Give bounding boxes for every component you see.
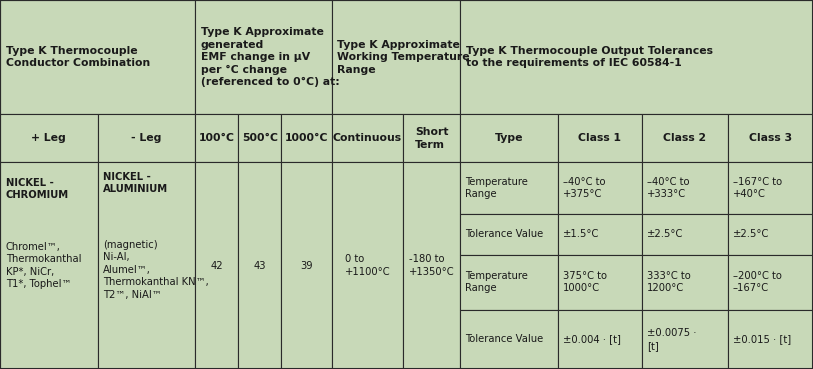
Bar	[558, 162, 642, 214]
Bar	[642, 214, 728, 255]
Text: NICKEL -
CHROMIUM: NICKEL - CHROMIUM	[6, 178, 69, 200]
Text: + Leg: + Leg	[32, 133, 66, 144]
Text: ±2.5°C: ±2.5°C	[647, 229, 684, 239]
Text: 0 to
+1100°C: 0 to +1100°C	[345, 255, 390, 277]
Bar	[728, 162, 813, 214]
Text: Tolerance Value: Tolerance Value	[465, 229, 543, 239]
Text: Type K Approximate
generated
EMF change in μV
per °C change
(referenced to 0°C) : Type K Approximate generated EMF change …	[201, 27, 340, 87]
Text: Class 2: Class 2	[663, 133, 706, 144]
Text: ±0.015 · [t]: ±0.015 · [t]	[733, 334, 790, 345]
Bar	[0, 162, 98, 369]
Bar	[403, 114, 460, 162]
Bar	[238, 162, 281, 369]
Bar	[558, 214, 642, 255]
Bar	[0, 0, 195, 114]
Text: Temperature
Range: Temperature Range	[465, 177, 528, 199]
Text: -180 to
+1350°C: -180 to +1350°C	[409, 255, 454, 277]
Bar	[558, 255, 642, 310]
Text: Tolerance Value: Tolerance Value	[465, 334, 543, 345]
Bar	[0, 114, 98, 162]
Text: ±0.004 · [t]: ±0.004 · [t]	[563, 334, 620, 345]
Text: 1000°C: 1000°C	[285, 133, 328, 144]
Text: Class 3: Class 3	[749, 133, 792, 144]
Text: NICKEL -
ALUMINIUM: NICKEL - ALUMINIUM	[103, 172, 168, 194]
Text: (magnetic)
Ni-Al,
Alumel™,
Thermokanthal KN™,
T2™, NiAl™: (magnetic) Ni-Al, Alumel™, Thermokanthal…	[103, 240, 209, 300]
Bar	[642, 255, 728, 310]
Bar	[195, 0, 332, 114]
Text: Chromel™,
Thermokanthal
KP*, NiCr,
T1*, Tophel™: Chromel™, Thermokanthal KP*, NiCr, T1*, …	[6, 242, 81, 289]
Text: 42: 42	[211, 261, 223, 271]
Text: Type: Type	[494, 133, 524, 144]
Bar	[642, 162, 728, 214]
Text: 500°C: 500°C	[241, 133, 278, 144]
Bar	[238, 114, 281, 162]
Text: ±1.5°C: ±1.5°C	[563, 229, 599, 239]
Text: Class 1: Class 1	[579, 133, 621, 144]
Bar	[460, 255, 558, 310]
Text: Type K Thermocouple Output Tolerances
to the requirements of IEC 60584-1: Type K Thermocouple Output Tolerances to…	[466, 46, 713, 68]
Bar	[558, 114, 642, 162]
Text: - Leg: - Leg	[131, 133, 162, 144]
Text: 39: 39	[300, 261, 313, 271]
Bar	[332, 0, 460, 114]
Text: Temperature
Range: Temperature Range	[465, 271, 528, 293]
Bar	[281, 114, 332, 162]
Bar	[728, 255, 813, 310]
Bar	[403, 162, 460, 369]
Text: Type K Thermocouple
Conductor Combination: Type K Thermocouple Conductor Combinatio…	[6, 46, 150, 68]
Text: –200°C to
–167°C: –200°C to –167°C	[733, 271, 781, 293]
Text: Type K Approximate
Working Temperature
Range: Type K Approximate Working Temperature R…	[337, 40, 470, 75]
Bar	[460, 162, 558, 214]
Bar	[558, 310, 642, 369]
Text: –167°C to
+40°C: –167°C to +40°C	[733, 177, 781, 199]
Bar	[460, 114, 558, 162]
Bar	[98, 114, 195, 162]
Bar	[728, 114, 813, 162]
Text: 43: 43	[254, 261, 266, 271]
Text: ±2.5°C: ±2.5°C	[733, 229, 769, 239]
Bar	[281, 162, 332, 369]
Bar	[460, 214, 558, 255]
Bar	[642, 310, 728, 369]
Bar	[460, 310, 558, 369]
Text: 375°C to
1000°C: 375°C to 1000°C	[563, 271, 606, 293]
Bar	[195, 114, 238, 162]
Text: Continuous: Continuous	[333, 133, 402, 144]
Text: –40°C to
+375°C: –40°C to +375°C	[563, 177, 605, 199]
Bar	[460, 0, 813, 114]
Text: ±0.0075 ·
[t]: ±0.0075 · [t]	[647, 328, 697, 351]
Text: –40°C to
+333°C: –40°C to +333°C	[647, 177, 689, 199]
Text: Short
Term: Short Term	[415, 127, 449, 149]
Bar	[728, 214, 813, 255]
Bar	[728, 310, 813, 369]
Bar	[642, 114, 728, 162]
Text: 333°C to
1200°C: 333°C to 1200°C	[647, 271, 691, 293]
Bar	[98, 162, 195, 369]
Bar	[195, 162, 238, 369]
Text: 100°C: 100°C	[198, 133, 235, 144]
Bar	[332, 162, 403, 369]
Bar	[332, 114, 403, 162]
